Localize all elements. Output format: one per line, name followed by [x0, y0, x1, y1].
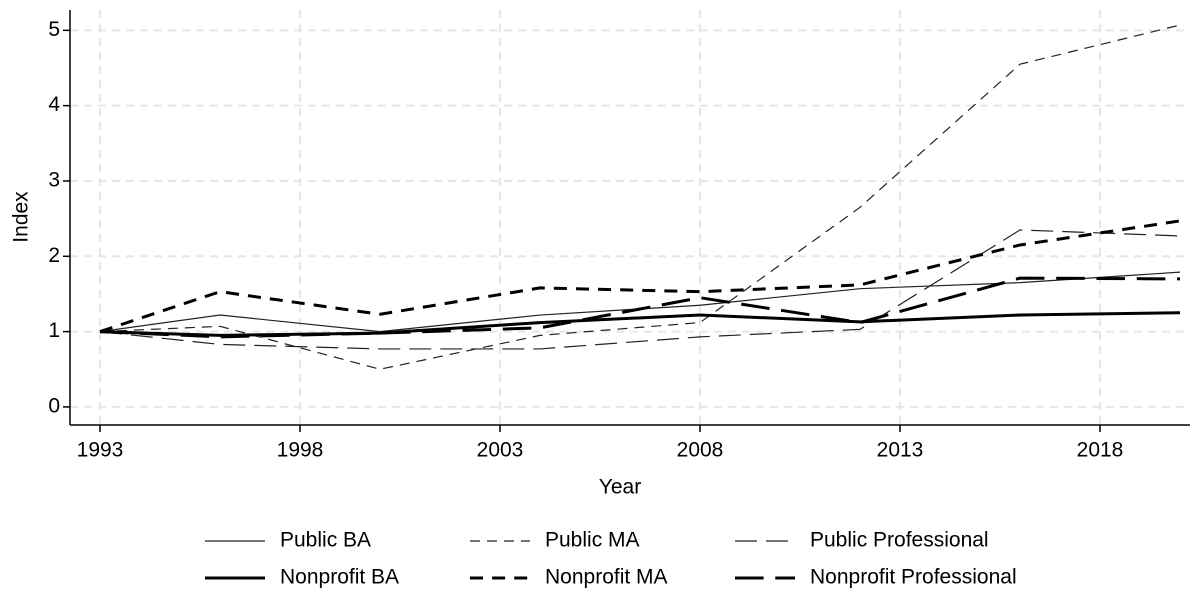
series-line	[99, 219, 1181, 334]
legend-label: Nonprofit MA	[545, 566, 668, 589]
series-line	[99, 229, 1181, 350]
legend-label: Public Professional	[810, 529, 989, 552]
x-tick-label: 2013	[877, 439, 924, 462]
x-tick-label: 2018	[1077, 439, 1124, 462]
y-tick-label: 2	[48, 244, 60, 267]
x-axis-label: Year	[599, 476, 641, 499]
x-tick-label: 1998	[277, 439, 324, 462]
series-line	[99, 276, 1181, 339]
x-tick-label: 2008	[677, 439, 724, 462]
series-line	[99, 24, 1181, 370]
legend-label: Nonprofit BA	[280, 566, 399, 589]
x-tick-label: 2003	[477, 439, 524, 462]
series-line	[99, 271, 1181, 333]
legend-label: Public MA	[545, 529, 640, 552]
legend-label: Nonprofit Professional	[810, 566, 1017, 589]
y-tick-label: 3	[48, 169, 60, 192]
x-tick-label: 1993	[77, 439, 124, 462]
legend-label: Public BA	[280, 529, 371, 552]
series-line	[99, 311, 1181, 337]
y-tick-label: 1	[48, 319, 60, 342]
y-axis-label: Index	[10, 191, 33, 243]
y-tick-label: 4	[48, 93, 60, 116]
y-tick-label: 0	[48, 394, 60, 417]
y-tick-label: 5	[48, 18, 60, 41]
